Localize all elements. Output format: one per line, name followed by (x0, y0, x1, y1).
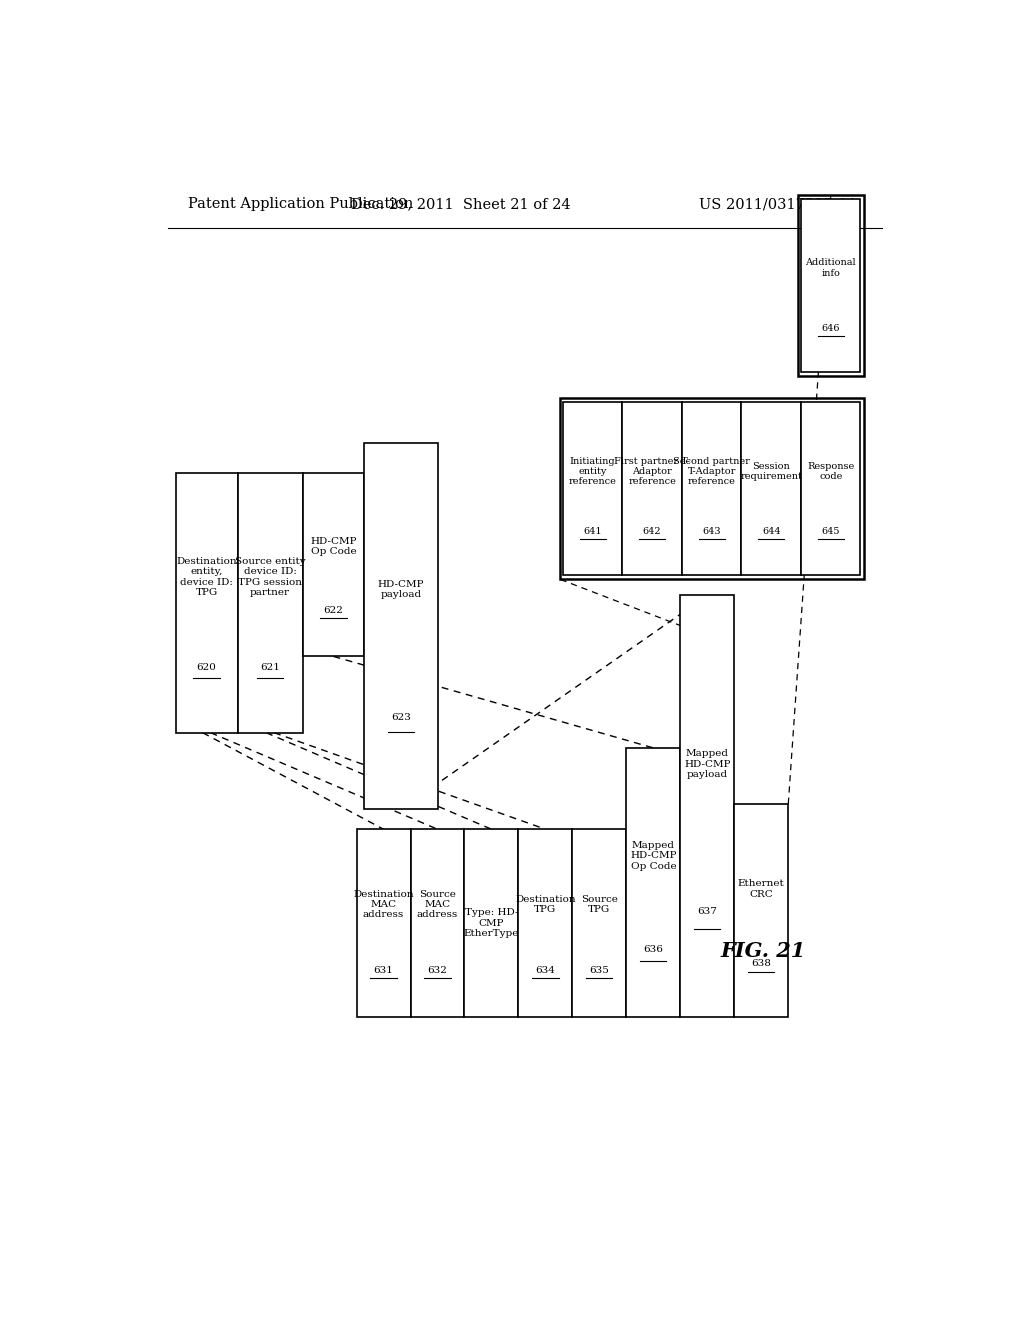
Bar (465, 829, 518, 1018)
Text: 637: 637 (697, 907, 717, 916)
Text: Destination
MAC
address: Destination MAC address (353, 890, 414, 919)
Text: 623: 623 (391, 713, 411, 722)
Text: Dec. 29, 2011  Sheet 21 of 24: Dec. 29, 2011 Sheet 21 of 24 (351, 197, 571, 211)
Text: 641: 641 (584, 528, 602, 536)
Text: Response
code: Response code (807, 462, 854, 482)
Text: 634: 634 (536, 966, 555, 974)
Bar (682, 403, 741, 576)
Text: 643: 643 (702, 528, 721, 536)
Text: 636: 636 (643, 945, 664, 954)
Bar (801, 403, 860, 576)
Text: Ethernet
CRC: Ethernet CRC (738, 879, 784, 899)
Text: HD-CMP
Op Code: HD-CMP Op Code (310, 537, 356, 556)
Bar (518, 829, 572, 1018)
Text: 621: 621 (260, 664, 280, 672)
Bar (627, 748, 680, 1018)
Text: Source
MAC
address: Source MAC address (417, 890, 458, 919)
Text: Destination
entity,
device ID:
TPG: Destination entity, device ID: TPG (176, 557, 237, 597)
Text: 622: 622 (324, 606, 343, 615)
Bar (411, 829, 465, 1018)
Bar (365, 444, 437, 809)
Text: Destination
TPG: Destination TPG (515, 895, 575, 915)
Bar (572, 829, 627, 1018)
Text: Source entity
device ID:
TPG session
partner: Source entity device ID: TPG session par… (234, 557, 305, 597)
Text: 631: 631 (374, 966, 393, 974)
Text: 645: 645 (821, 528, 840, 536)
Bar (176, 474, 238, 733)
Text: FIG. 21: FIG. 21 (720, 941, 806, 961)
Bar (238, 474, 303, 733)
Text: 620: 620 (197, 664, 216, 672)
Text: Source
TPG: Source TPG (581, 895, 617, 915)
Bar (563, 403, 623, 576)
Text: Patent Application Publication: Patent Application Publication (187, 197, 413, 211)
Bar (680, 595, 734, 1018)
Bar (801, 199, 860, 372)
Bar (741, 403, 801, 576)
Text: 632: 632 (428, 966, 447, 974)
Bar (798, 195, 863, 376)
Text: Initiating
entity
reference: Initiating entity reference (568, 457, 616, 486)
Text: Session
requirement: Session requirement (740, 462, 802, 482)
Bar (560, 399, 863, 579)
Text: Mapped
HD-CMP
payload: Mapped HD-CMP payload (684, 750, 730, 779)
Text: First partner T-
Adaptor
reference: First partner T- Adaptor reference (614, 457, 690, 486)
Text: Additional
info: Additional info (806, 259, 856, 279)
Text: 644: 644 (762, 528, 780, 536)
Bar (356, 829, 411, 1018)
Text: Mapped
HD-CMP
Op Code: Mapped HD-CMP Op Code (630, 841, 677, 871)
Text: US 2011/0317587 A1: US 2011/0317587 A1 (699, 197, 857, 211)
Text: 635: 635 (590, 966, 609, 974)
Text: 642: 642 (643, 528, 662, 536)
Bar (303, 474, 365, 656)
Text: HD-CMP
payload: HD-CMP payload (378, 579, 424, 599)
Text: 646: 646 (821, 325, 840, 333)
Bar (623, 403, 682, 576)
Text: Type: HD-
CMP
EtherType: Type: HD- CMP EtherType (464, 908, 519, 939)
Text: Second partner
T-Adaptor
reference: Second partner T-Adaptor reference (673, 457, 751, 486)
Text: 638: 638 (752, 960, 771, 969)
Bar (734, 804, 788, 1018)
